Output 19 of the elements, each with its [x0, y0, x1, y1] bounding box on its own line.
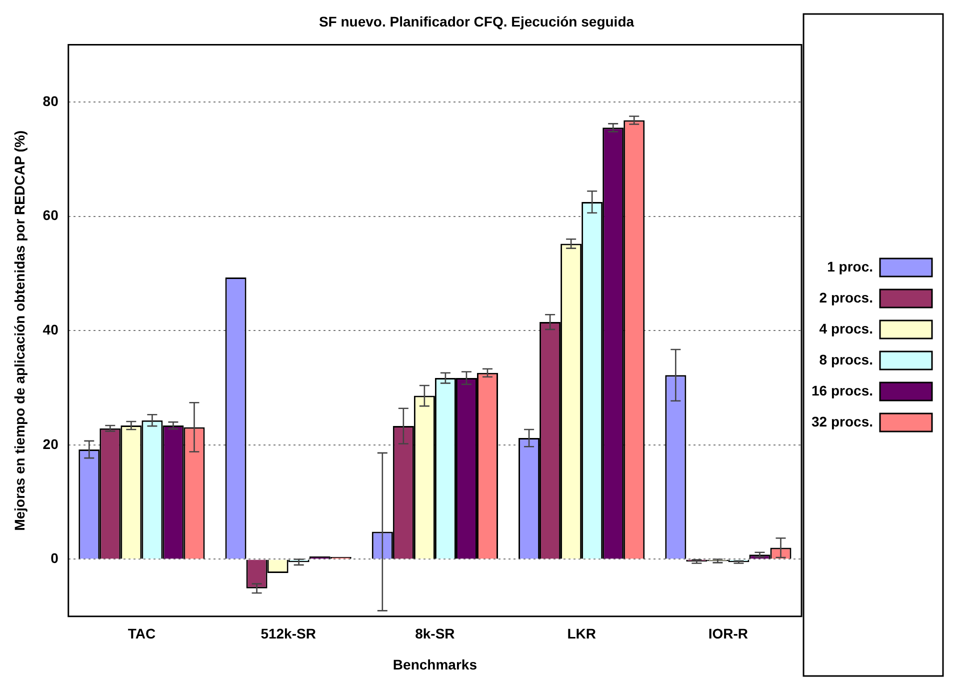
x-tick-label: 8k-SR [415, 626, 455, 642]
y-axis-title: Mejoras en tiempo de aplicación obtenidas por REDCAP (%) [11, 130, 28, 531]
legend-label: 2 procs. [819, 289, 873, 306]
legend-label: 4 procs. [819, 320, 873, 336]
x-tick-label: TAC [128, 626, 156, 642]
x-tick-label: LKR [567, 626, 596, 642]
y-tick-label: 80 [42, 92, 59, 109]
chart-title: SF nuevo. Planificador CFQ. Ejecución seguida [318, 13, 634, 30]
y-tick-label: 60 [42, 207, 59, 224]
y-tick-label: 40 [42, 321, 59, 338]
x-tick-label: IOR-R [708, 626, 748, 642]
legend-label: 32 procs. [812, 413, 873, 430]
y-tick-label: 20 [42, 436, 59, 452]
legend-label: 8 procs. [819, 351, 873, 368]
legend-label: 16 procs. [812, 382, 873, 398]
y-tick-label: 0 [50, 550, 59, 566]
x-axis-title: Benchmarks [392, 656, 478, 672]
x-tick-label: 512k-SR [260, 626, 316, 642]
legend-label: 1 proc. [827, 258, 873, 274]
